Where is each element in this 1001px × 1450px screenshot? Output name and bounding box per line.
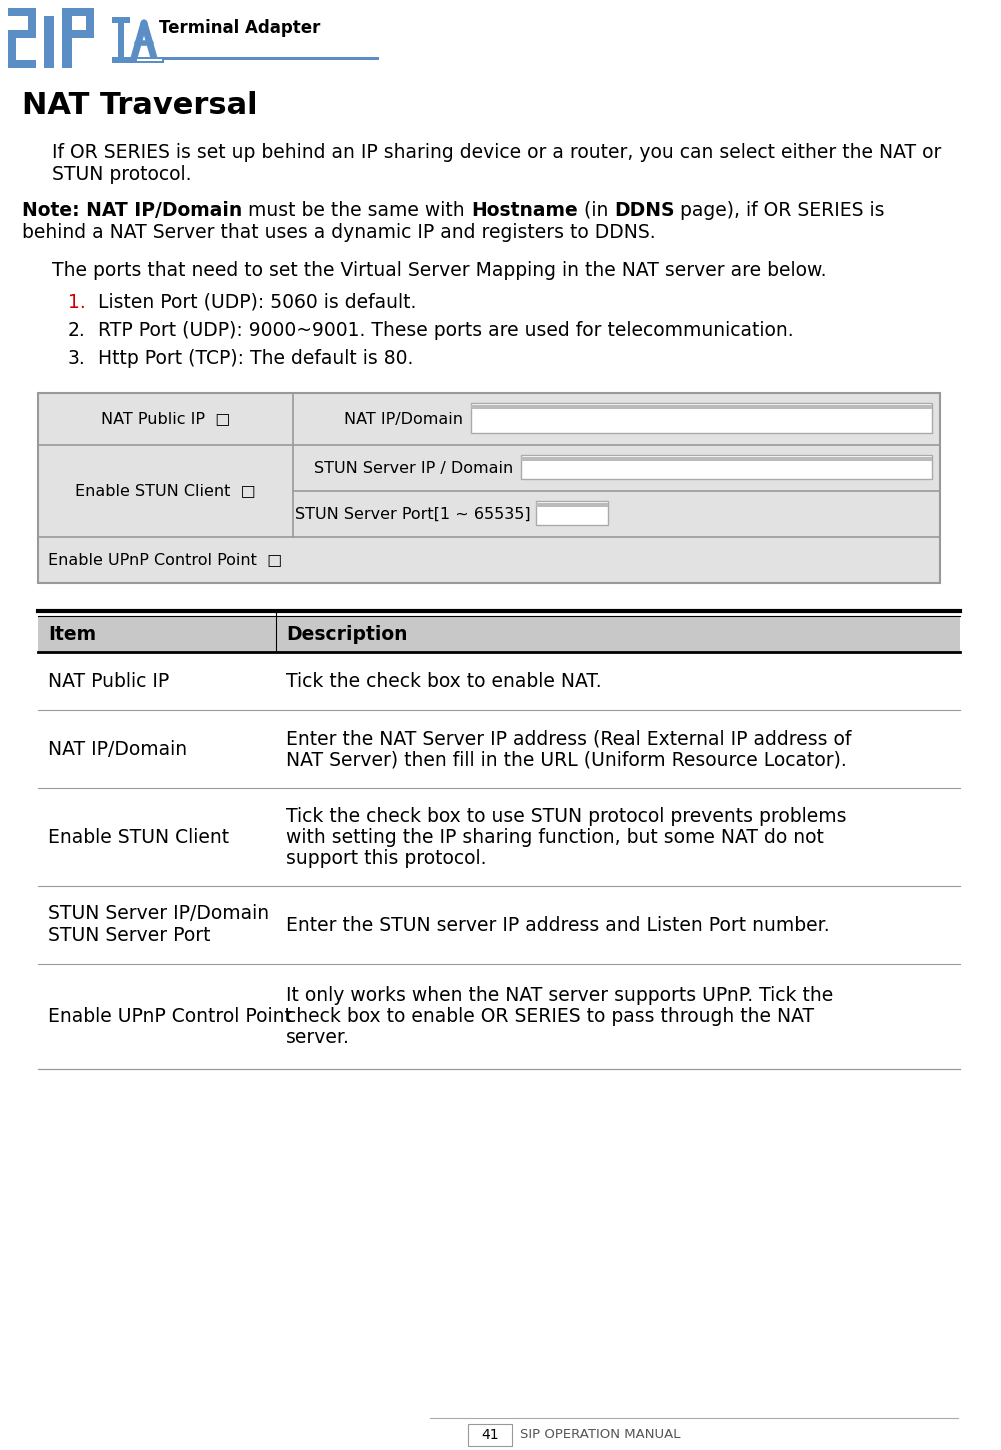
Bar	[38, 652, 960, 710]
Text: Hostname: Hostname	[470, 200, 578, 219]
Bar	[38, 787, 960, 886]
Text: NAT IP/Domain: NAT IP/Domain	[48, 740, 187, 758]
Text: support this protocol.: support this protocol.	[286, 848, 486, 867]
Bar	[521, 455, 932, 479]
Text: 3478: 3478	[542, 506, 583, 522]
Text: STUN Server IP / Domain: STUN Server IP / Domain	[313, 461, 513, 476]
Text: 3.: 3.	[68, 348, 86, 367]
Text: Http Port (TCP): The default is 80.: Http Port (TCP): The default is 80.	[98, 348, 413, 367]
Bar	[536, 502, 608, 525]
Bar	[62, 16, 72, 68]
Text: Note: NAT IP/Domain: Note: NAT IP/Domain	[22, 200, 242, 219]
Text: NAT Server) then fill in the URL (Uniform Resource Locator).: NAT Server) then fill in the URL (Unifor…	[286, 750, 847, 768]
Bar	[112, 59, 164, 62]
Bar	[44, 16, 54, 68]
Text: 1.: 1.	[68, 293, 86, 312]
Bar	[38, 393, 940, 583]
Text: Enable UPnP Control Point: Enable UPnP Control Point	[48, 1006, 292, 1027]
Text: Description: Description	[286, 625, 407, 644]
Bar	[38, 616, 960, 652]
Text: The ports that need to set the Virtual Server Mapping in the NAT server are belo: The ports that need to set the Virtual S…	[52, 261, 827, 280]
Text: Enable STUN Client  □: Enable STUN Client □	[75, 483, 256, 499]
Text: page), if OR SERIES is: page), if OR SERIES is	[675, 200, 885, 219]
Text: DDNS: DDNS	[614, 200, 675, 219]
Bar	[112, 57, 379, 59]
Text: STUN Server Port[1 ~ 65535]: STUN Server Port[1 ~ 65535]	[295, 506, 531, 522]
Bar	[62, 30, 94, 38]
Text: server.: server.	[286, 1028, 350, 1047]
Text: with setting the IP sharing function, but some NAT do not: with setting the IP sharing function, bu…	[286, 828, 824, 847]
Text: It only works when the NAT server supports UPnP. Tick the: It only works when the NAT server suppor…	[286, 986, 833, 1005]
Bar	[38, 886, 960, 964]
Text: check box to enable OR SERIES to pass through the NAT: check box to enable OR SERIES to pass th…	[286, 1006, 814, 1027]
Bar	[8, 38, 16, 59]
Bar	[471, 403, 932, 434]
Text: Terminal Adapter: Terminal Adapter	[159, 19, 320, 38]
Text: must be the same with: must be the same with	[242, 200, 470, 219]
Text: RTP Port (UDP): 9000~9001. These ports are used for telecommunication.: RTP Port (UDP): 9000~9001. These ports a…	[98, 320, 794, 339]
Text: STUN Server IP/Domain: STUN Server IP/Domain	[48, 903, 269, 922]
Bar	[112, 17, 130, 23]
Bar	[62, 9, 94, 16]
Bar	[8, 30, 36, 38]
Bar	[38, 964, 960, 1069]
Bar	[28, 16, 36, 38]
Text: Enter the STUN server IP address and Listen Port number.: Enter the STUN server IP address and Lis…	[286, 915, 830, 934]
Bar	[468, 1424, 512, 1446]
Text: Enable UPnP Control Point  □: Enable UPnP Control Point □	[48, 552, 282, 567]
Text: Enter the NAT Server IP address (Real External IP address of: Enter the NAT Server IP address (Real Ex…	[286, 729, 852, 748]
Text: behind a NAT Server that uses a dynamic IP and registers to DDNS.: behind a NAT Server that uses a dynamic …	[22, 222, 656, 242]
Bar	[137, 59, 162, 61]
Text: Tick the check box to enable NAT.: Tick the check box to enable NAT.	[286, 671, 602, 690]
Text: 2.: 2.	[68, 320, 86, 339]
Bar	[8, 59, 36, 68]
Text: STUN Server Port: STUN Server Port	[48, 925, 210, 944]
Text: NAT Traversal: NAT Traversal	[22, 90, 257, 119]
Text: 41: 41	[481, 1428, 498, 1441]
Bar	[38, 710, 960, 787]
Text: SIP OPERATION MANUAL: SIP OPERATION MANUAL	[520, 1428, 681, 1441]
Text: NAT Public IP: NAT Public IP	[48, 671, 169, 690]
Text: NAT Public IP  □: NAT Public IP □	[101, 412, 230, 426]
Text: Enable STUN Client: Enable STUN Client	[48, 828, 229, 847]
Text: NAT IP/Domain: NAT IP/Domain	[344, 412, 463, 426]
Bar	[471, 405, 932, 409]
Text: Listen Port (UDP): 5060 is default.: Listen Port (UDP): 5060 is default.	[98, 293, 416, 312]
Text: Tick the check box to use STUN protocol prevents problems: Tick the check box to use STUN protocol …	[286, 806, 847, 825]
Bar	[8, 9, 36, 16]
Text: If OR SERIES is set up behind an IP sharing device or a router, you can select e: If OR SERIES is set up behind an IP shar…	[52, 142, 941, 161]
Bar	[521, 457, 932, 461]
Bar	[536, 503, 608, 508]
Text: (in: (in	[578, 200, 614, 219]
Bar	[118, 23, 124, 58]
Bar	[86, 16, 94, 38]
Text: STUN protocol.: STUN protocol.	[52, 164, 191, 184]
Text: Item: Item	[48, 625, 96, 644]
